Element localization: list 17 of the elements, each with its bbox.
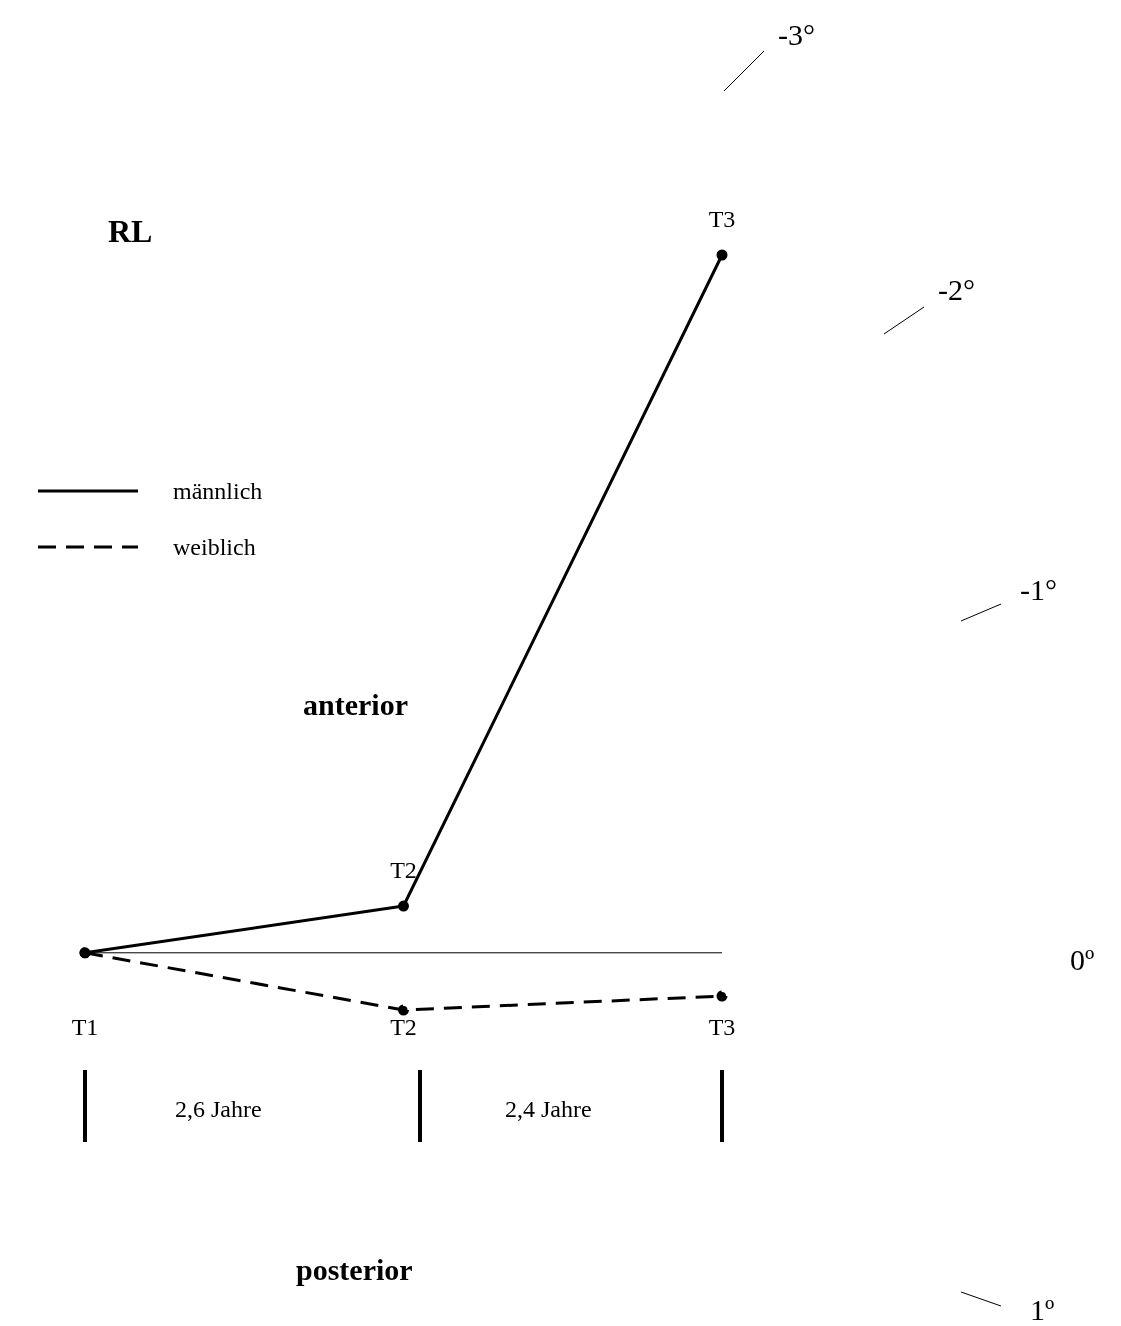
text: 2,6 Jahre bbox=[175, 1096, 262, 1123]
text: -2° bbox=[938, 273, 975, 307]
annotation: T2 bbox=[390, 857, 417, 884]
text: 0º bbox=[1070, 943, 1095, 977]
annotation: anterior bbox=[303, 688, 408, 722]
text: posterior bbox=[296, 1253, 413, 1287]
text: -3° bbox=[778, 18, 815, 52]
text: -1° bbox=[1020, 573, 1057, 607]
x-tick-label: T1 bbox=[71, 1014, 99, 1041]
x-tick-label: T2 bbox=[390, 1014, 417, 1041]
legend-label: männlich bbox=[173, 477, 263, 505]
text: 1º bbox=[1030, 1293, 1055, 1326]
chart-title: RL bbox=[108, 213, 153, 250]
annotation: T3 bbox=[708, 206, 736, 232]
x-tick-label: T3 bbox=[708, 1014, 736, 1041]
legend-label: weiblich bbox=[173, 533, 256, 561]
text: 2,4 Jahre bbox=[505, 1096, 592, 1123]
